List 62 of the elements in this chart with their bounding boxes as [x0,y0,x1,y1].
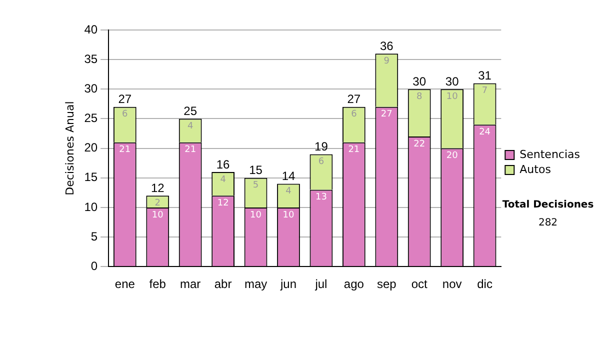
legend-label: Autos [520,162,552,176]
data-label: 6 [351,110,358,120]
data-label: 4 [286,186,292,197]
data-label: 6 [122,110,128,120]
legend-label: Sentencias [520,148,580,161]
total-label: 12 [150,180,165,195]
total-label: 27 [118,92,132,106]
x-tick-label: jun [279,277,296,292]
y-tick-label: 5 [90,229,98,244]
y-tick-label: 0 [90,258,98,273]
x-tick-label: sep [376,277,397,292]
y-tick-label: 25 [84,111,98,126]
x-tick-label: dic [477,277,492,292]
data-label: 6 [318,157,324,168]
y-tick-label: 20 [84,140,98,155]
data-label: 7 [482,86,488,96]
total-label: 25 [184,104,198,118]
x-tick-label: abr [214,277,232,292]
y-tick-label: 40 [84,22,98,36]
data-label: 20 [446,151,458,162]
x-tick-label: ago [344,277,364,292]
data-label: 10 [152,210,164,220]
total-label: 14 [282,169,296,184]
data-label: 27 [380,110,392,120]
data-label: 8 [416,92,422,102]
data-label: 21 [184,145,196,156]
y-axis-title: Decisiones Anual [63,101,76,196]
x-tick-label: ene [114,277,136,292]
x-tick-label: nov [442,277,462,292]
y-tick-label: 15 [84,170,98,184]
y-tick-label: 30 [84,81,98,96]
data-label: 24 [479,127,491,138]
x-tick-label: oct [411,277,428,292]
text: Total Decisiones [502,200,594,211]
data-label: 10 [250,210,262,220]
total-label: 15 [249,163,263,178]
data-label: 12 [217,198,229,208]
data-label: 2 [154,198,160,208]
data-label: 21 [119,145,131,156]
data-label: 4 [220,174,226,185]
data-label: 13 [315,192,327,203]
total-label: 16 [216,157,230,172]
data-label: 10 [446,92,458,102]
total-label: 36 [380,38,394,53]
data-label: 5 [252,180,259,191]
data-label: 9 [384,56,390,67]
total-label: 27 [347,92,361,106]
total-label: 30 [412,74,426,88]
data-label: 21 [348,145,360,156]
x-tick-label: mar [180,277,201,292]
total-label: 30 [445,74,460,88]
data-label: 22 [414,139,426,150]
x-tick-label: jul [314,277,328,292]
x-tick-label: feb [149,277,166,292]
y-tick-label: 10 [84,200,98,214]
total-label: 19 [314,140,328,154]
data-label: 4 [187,122,194,132]
text: 282 [538,218,558,229]
data-label: 10 [282,210,294,220]
y-tick-label: 35 [84,52,98,66]
total-label: 31 [478,68,492,83]
x-tick-label: may [244,277,268,292]
